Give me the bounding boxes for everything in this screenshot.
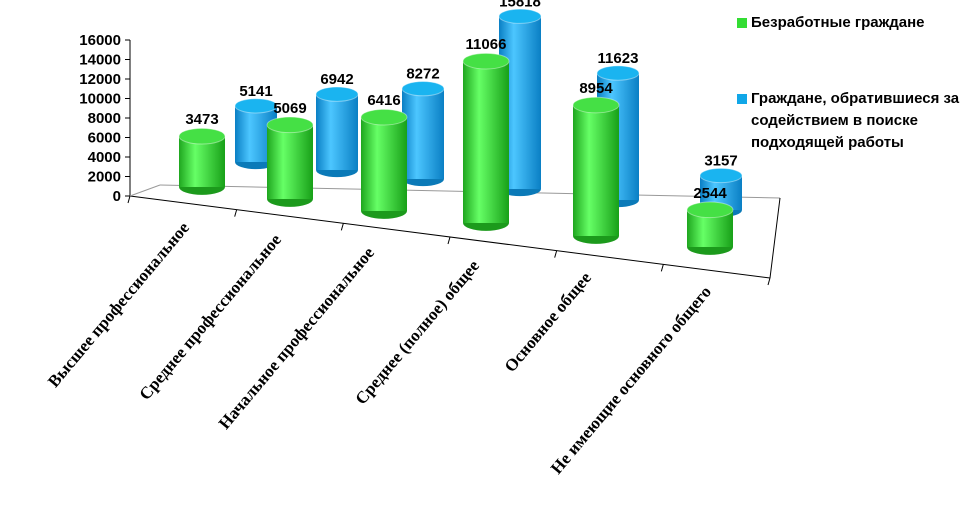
category-label: Не имеющие основного общего [547, 282, 715, 477]
bar-cap [699, 167, 743, 184]
bar-body [361, 117, 407, 211]
bar-unemployed [266, 116, 314, 207]
bar-body [402, 88, 444, 179]
bar-applied [315, 86, 359, 178]
x-tick-mark [767, 277, 771, 286]
y-tick-label: 6000 [88, 130, 121, 147]
bar-unemployed [686, 201, 734, 255]
data-label: 3473 [185, 111, 218, 128]
axes [127, 40, 781, 286]
legend-entry-applied: Граждане, обратившиеся за содействием в … [737, 88, 977, 154]
bar-cap [596, 65, 640, 81]
y-axis-ticks: 0 2000 4000 6000 8000 10000 12000 14000 16000 [79, 32, 130, 205]
data-label: 15818 [499, 0, 541, 10]
bar-cap [572, 96, 620, 114]
bar-applied [401, 81, 445, 187]
y-tick-label: 4000 [88, 149, 121, 166]
floor-left-edge [129, 184, 161, 197]
data-label: 11066 [466, 36, 507, 53]
bar-body [179, 136, 225, 187]
legend-swatch-green [737, 18, 747, 28]
data-label: 6942 [320, 71, 353, 88]
y-tick-label: 8000 [88, 110, 121, 127]
data-label: 5069 [273, 100, 306, 117]
x-tick-mark [554, 250, 558, 258]
data-labels: 5141 6942 8272 15818 11623 3157 3473 5069 6416 11… [185, 0, 737, 202]
bar-applied [234, 98, 278, 170]
bar-unemployed [572, 96, 620, 244]
bar-body [267, 124, 313, 199]
bars [178, 8, 743, 255]
y-tick-label: 10000 [79, 91, 121, 108]
bar-cap [401, 81, 445, 97]
category-label: Основное общее [501, 268, 596, 376]
x-tick-mark [660, 264, 664, 272]
y-tick-label: 16000 [79, 32, 121, 49]
bar-cap [178, 127, 226, 145]
data-label: 2544 [693, 185, 727, 202]
floor-right-edge [769, 197, 781, 279]
bar-cap [462, 52, 510, 70]
data-label: 6416 [367, 92, 400, 109]
bar-body [573, 105, 619, 236]
data-label: 11623 [598, 50, 639, 67]
bar-cap [498, 8, 542, 24]
bar-unemployed [360, 108, 408, 219]
y-tick-label: 0 [113, 188, 121, 205]
bar-cap [234, 98, 278, 114]
data-label: 3157 [704, 153, 737, 170]
y-tick-label: 14000 [79, 52, 121, 69]
bar-unemployed [462, 52, 510, 231]
bar-body [463, 61, 509, 223]
bar-unemployed [178, 127, 226, 195]
data-label: 8954 [579, 80, 613, 97]
bar-cap [266, 116, 314, 134]
y-tick-label: 2000 [88, 169, 121, 186]
data-label: 8272 [406, 66, 439, 83]
x-tick-mark [340, 223, 344, 231]
bar-cap [360, 108, 408, 126]
bar-cap [315, 86, 359, 102]
data-label: 5141 [239, 83, 272, 100]
legend-swatch-blue [737, 94, 747, 104]
bar-body [316, 94, 358, 170]
y-tick-label: 12000 [79, 71, 121, 88]
x-tick-mark [234, 209, 238, 217]
legend-label: Граждане, обратившиеся за содействием в … [751, 90, 960, 151]
category-label: Среднее (полное) общее [351, 256, 483, 408]
legend-entry-unemployed: Безработные граждане [737, 12, 967, 34]
x-tick-mark [127, 195, 131, 204]
legend-label: Безработные граждане [751, 14, 925, 31]
bar-cap [686, 201, 734, 219]
x-tick-mark [447, 236, 451, 245]
